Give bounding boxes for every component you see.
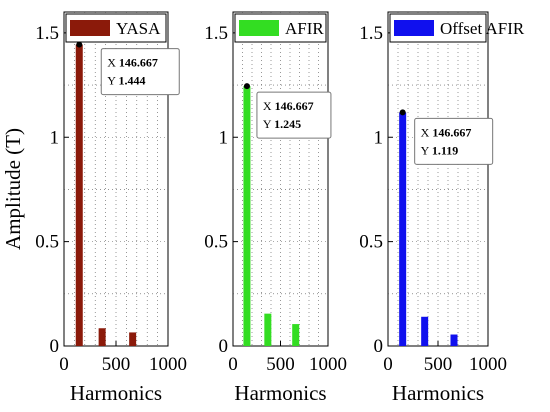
y-tick-label: 1	[374, 127, 384, 148]
y-tick-label: 1.5	[359, 23, 383, 44]
data-tip-box	[100, 48, 180, 96]
x-tick-label: 1000	[469, 354, 507, 375]
chart-panel-2: 0 0.5 1 1.5 0 500 1000 Harmonics AFIR X 146.667 Y …	[204, 11, 347, 405]
legend-label: YASA	[116, 19, 161, 38]
legend-label: Offset AFIR	[440, 19, 525, 38]
data-tip-x: X 146.667	[263, 99, 314, 113]
y-tick-label: 0.5	[35, 232, 59, 253]
bar	[264, 313, 272, 346]
x-axis-title: Harmonics	[70, 381, 162, 405]
x-tick-label: 1000	[309, 354, 347, 375]
bar	[129, 332, 137, 346]
data-tip-y: Y 1.245	[263, 117, 301, 131]
data-tip-x: X 146.667	[107, 56, 158, 70]
bar	[292, 324, 300, 346]
data-tip-marker	[399, 109, 406, 116]
legend: AFIR	[234, 13, 327, 43]
y-tick-label: 0.5	[359, 232, 383, 253]
legend-swatch	[239, 20, 279, 36]
y-tick-label: 1	[50, 127, 60, 148]
legend-label: AFIR	[285, 19, 324, 38]
data-tip-y: Y 1.444	[107, 74, 145, 88]
data-tip-box	[414, 117, 494, 165]
chart-panel-1: 0 0.5 1 1.5 0 500 1000 Harmonics Amplitude (T) YA…	[1, 11, 187, 405]
data-tip-box	[256, 91, 332, 139]
data-tip-x: X 146.667	[421, 125, 472, 139]
y-tick-label: 1.5	[204, 23, 228, 44]
data-tip: X 146.667 Y 1.245	[243, 83, 332, 139]
bar	[75, 44, 83, 346]
legend-swatch	[70, 20, 110, 36]
data-tip-marker	[76, 41, 83, 48]
x-tick-label: 1000	[149, 354, 187, 375]
y-axis-title: Amplitude (T)	[1, 128, 25, 250]
y-tick-label: 0	[219, 336, 229, 357]
data-tip: X 146.667 Y 1.444	[76, 41, 180, 96]
y-tick-label: 0.5	[204, 232, 228, 253]
legend: YASA	[65, 13, 167, 43]
bar	[243, 86, 251, 346]
bar	[450, 334, 458, 346]
x-tick-label: 500	[266, 354, 295, 375]
x-tick-label: 500	[102, 354, 131, 375]
data-tip-marker	[243, 83, 250, 90]
data-tip: X 146.667 Y 1.119	[399, 109, 494, 165]
chart-panel-3: 0 0.5 1 1.5 0 500 1000 Harmonics Offset AFIR X 14…	[359, 11, 525, 405]
x-axis-title: Harmonics	[392, 381, 484, 405]
legend-swatch	[394, 20, 434, 36]
x-axis-title: Harmonics	[234, 381, 326, 405]
data-tip-y: Y 1.119	[421, 143, 459, 157]
y-tick-label: 0	[374, 336, 384, 357]
y-tick-label: 1.5	[35, 23, 59, 44]
y-tick-label: 0	[50, 336, 60, 357]
x-tick-label: 0	[228, 354, 238, 375]
bar	[399, 112, 407, 346]
x-tick-label: 500	[424, 354, 453, 375]
y-tick-label: 1	[219, 127, 229, 148]
bar	[421, 316, 429, 346]
legend: Offset AFIR	[389, 13, 525, 43]
x-tick-label: 0	[383, 354, 393, 375]
x-tick-label: 0	[59, 354, 69, 375]
bar	[98, 328, 106, 346]
